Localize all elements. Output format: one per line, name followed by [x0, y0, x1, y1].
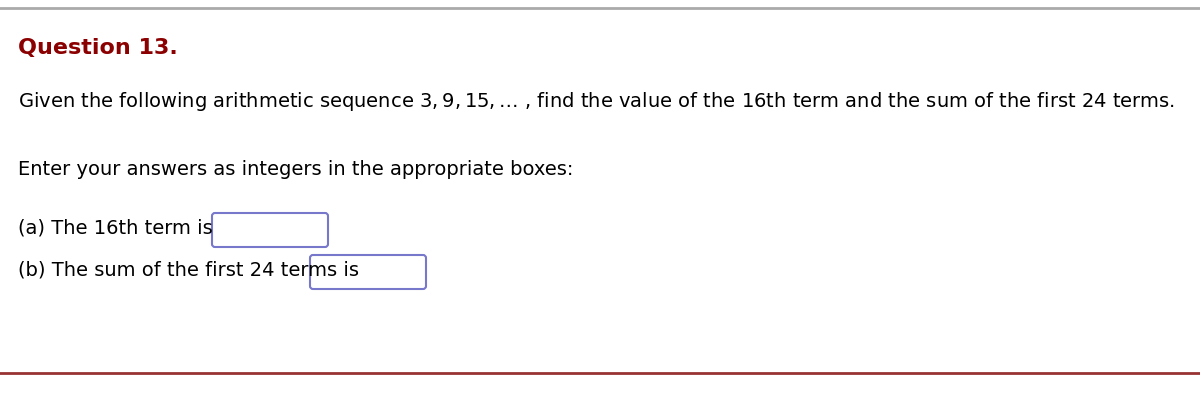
FancyBboxPatch shape — [212, 213, 328, 247]
Text: Enter your answers as integers in the appropriate boxes:: Enter your answers as integers in the ap… — [18, 160, 574, 179]
Text: Given the following arithmetic sequence $3, 9, 15, \ldots$ , find the value of t: Given the following arithmetic sequence … — [18, 90, 1175, 113]
Text: (b) The sum of the first 24 terms is: (b) The sum of the first 24 terms is — [18, 260, 359, 279]
Text: (a) The 16th term is: (a) The 16th term is — [18, 218, 212, 237]
FancyBboxPatch shape — [310, 255, 426, 289]
Text: Question 13.: Question 13. — [18, 38, 178, 58]
